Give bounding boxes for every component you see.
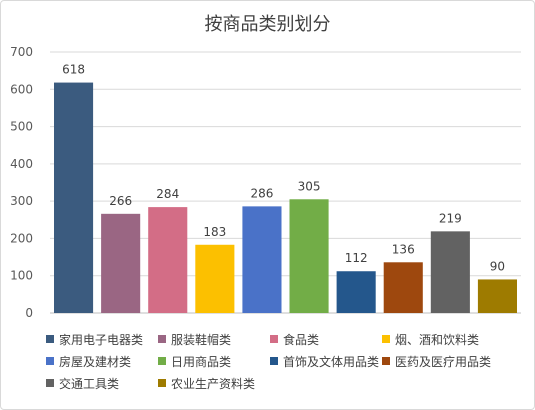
- legend-item: 农业生产资料类: [158, 374, 270, 392]
- legend-swatch: [46, 357, 54, 365]
- bar: [54, 82, 94, 314]
- bar: [148, 207, 188, 313]
- bars: [54, 82, 517, 314]
- legend-item: 首饰及文体用品类: [270, 352, 382, 370]
- data-label: 305: [298, 179, 321, 193]
- y-tick-label: 200: [10, 231, 33, 245]
- legend-label: 烟、酒和饮料类: [395, 332, 480, 347]
- data-labels: 618 266 284 183 286 305 112 136 219 90: [62, 63, 505, 274]
- data-label: 219: [439, 211, 462, 225]
- y-tick-label: 600: [10, 82, 33, 96]
- data-label: 618: [62, 63, 85, 77]
- data-label: 266: [109, 194, 132, 208]
- legend-swatch: [158, 335, 166, 343]
- legend-label: 医药及医疗用品类: [395, 354, 492, 369]
- data-label: 90: [490, 259, 505, 273]
- legend-item: 家用电子电器类: [46, 330, 158, 348]
- legend-label: 食品类: [283, 332, 320, 347]
- bar: [242, 206, 282, 313]
- bar: [195, 244, 235, 313]
- bar: [477, 279, 517, 313]
- legend-item: 医药及医疗用品类: [382, 352, 512, 370]
- legend-item: 烟、酒和饮料类: [382, 330, 512, 348]
- data-label: 112: [345, 251, 368, 265]
- data-label: 136: [392, 242, 415, 256]
- legend-swatch: [158, 357, 166, 365]
- legend-label: 交通工具类: [59, 376, 120, 391]
- y-tick-label: 400: [10, 157, 33, 171]
- legend-label: 服装鞋帽类: [171, 332, 232, 347]
- legend-item: 交通工具类: [46, 374, 158, 392]
- legend-item: 食品类: [270, 330, 382, 348]
- gridlines: [50, 51, 521, 314]
- bar: [336, 271, 376, 313]
- data-label: 183: [203, 225, 226, 239]
- y-tick-label: 700: [10, 45, 33, 59]
- bar: [383, 262, 423, 313]
- bar: [289, 199, 329, 313]
- legend-label: 家用电子电器类: [59, 332, 144, 347]
- data-label: 286: [250, 186, 273, 200]
- y-axis: 0 100 200 300 400 500 600 700: [10, 45, 33, 320]
- data-label: 284: [156, 187, 179, 201]
- legend-label: 日用商品类: [171, 354, 232, 369]
- legend-swatch: [270, 335, 278, 343]
- legend-swatch: [158, 379, 166, 387]
- legend-item: 房屋及建材类: [46, 352, 158, 370]
- y-tick-label: 300: [10, 194, 33, 208]
- legend-item: 服装鞋帽类: [158, 330, 270, 348]
- bar: [101, 213, 141, 313]
- legend-label: 首饰及文体用品类: [283, 354, 380, 369]
- chart-title: 按商品类别划分: [204, 14, 331, 35]
- legend-swatch: [382, 357, 390, 365]
- legend-label: 农业生产资料类: [171, 376, 256, 391]
- legend: 家用电子电器类 服装鞋帽类 食品类 烟、酒和饮料类房屋及建材类 日用商品类 首饰及文体用品…: [46, 330, 526, 392]
- y-tick-label: 0: [25, 306, 33, 320]
- y-tick-label: 500: [10, 120, 33, 134]
- legend-swatch: [46, 335, 54, 343]
- legend-label: 房屋及建材类: [59, 354, 132, 369]
- legend-item: 日用商品类: [158, 352, 270, 370]
- legend-swatch: [382, 335, 390, 343]
- legend-swatch: [270, 357, 278, 365]
- legend-swatch: [46, 379, 54, 387]
- y-tick-label: 100: [10, 269, 33, 283]
- bar: [430, 231, 470, 313]
